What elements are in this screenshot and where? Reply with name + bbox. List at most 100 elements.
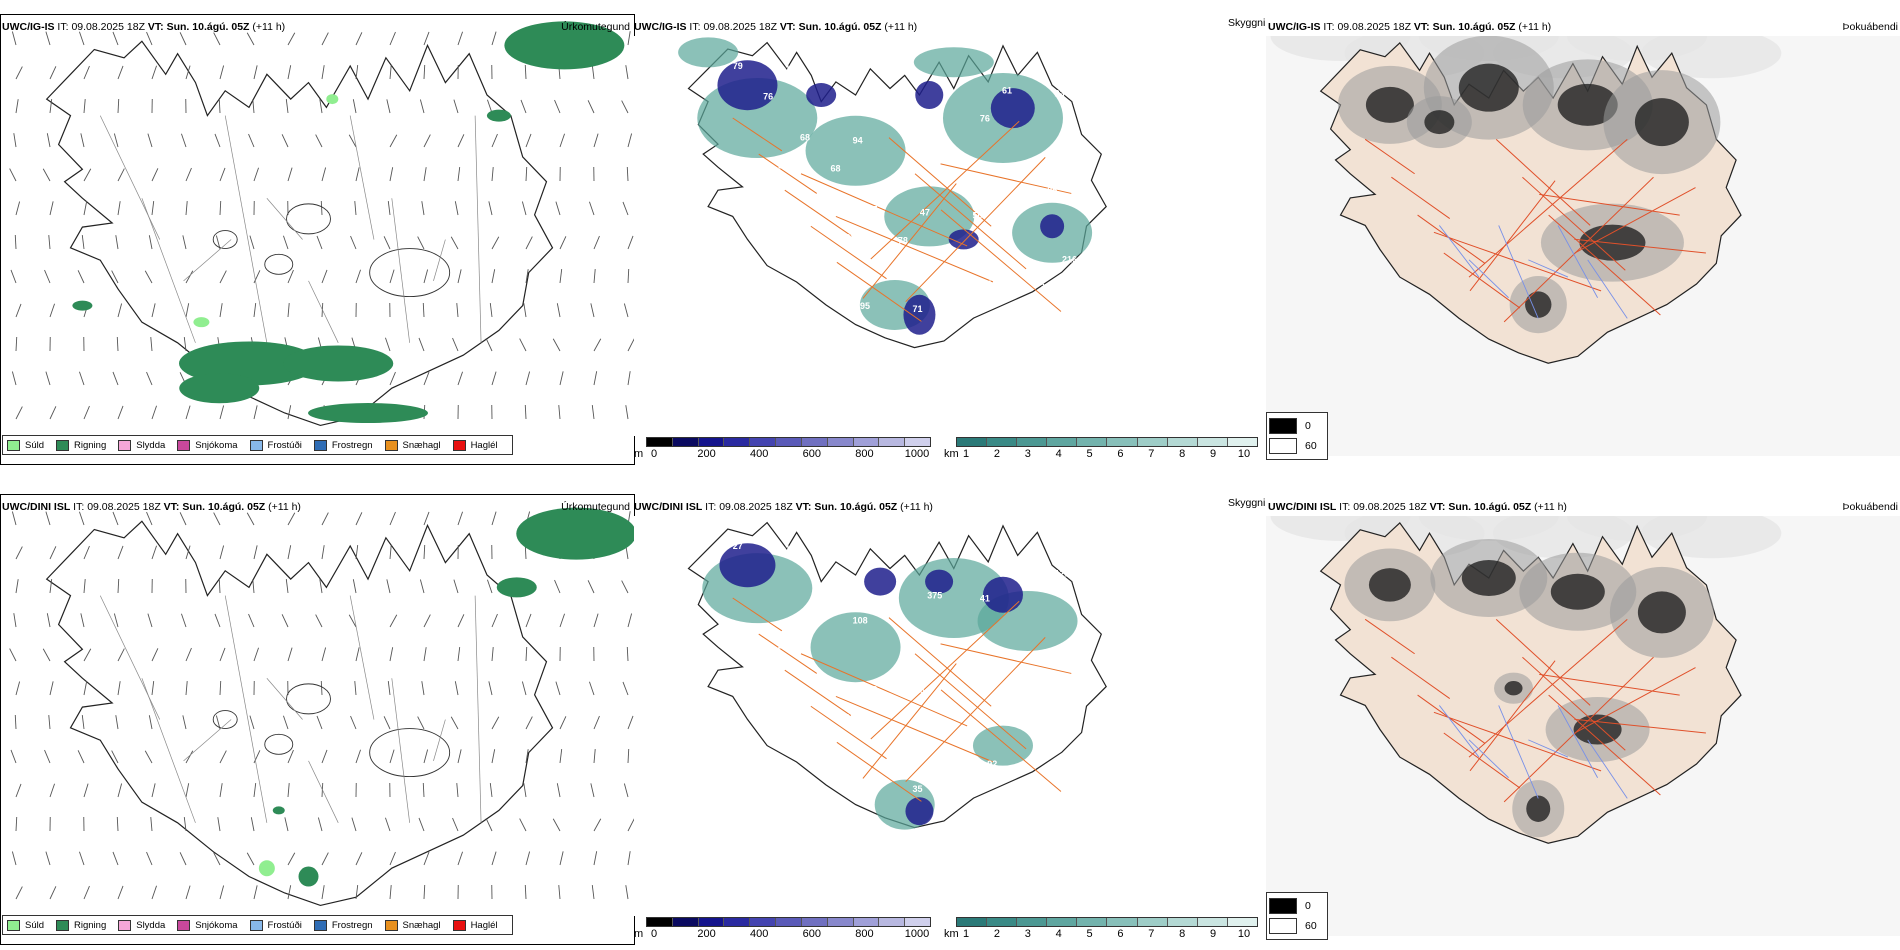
wind-barb	[10, 749, 17, 764]
road-line	[914, 173, 1027, 270]
river-line	[1498, 225, 1539, 319]
wind-barb	[219, 200, 222, 216]
wind-barb	[287, 405, 292, 420]
wind-barb	[491, 749, 496, 764]
wind-barb	[11, 851, 17, 866]
cloud-legend-item: 0	[1269, 896, 1325, 916]
fog-index-core	[1579, 224, 1646, 261]
wind-barb	[355, 545, 359, 560]
wind-barb	[591, 405, 595, 420]
wind-barb	[491, 269, 496, 284]
vt-value: Sun. 10.ágú. 05Z	[166, 21, 250, 33]
visibility-label: 101	[1002, 566, 1017, 576]
wind-barb	[45, 371, 51, 386]
visibility-label: 76	[980, 114, 990, 124]
wind-barb	[151, 168, 159, 182]
wind-barb	[558, 885, 561, 900]
wind-barb	[15, 99, 19, 114]
colorbar-unit: km	[944, 928, 959, 940]
wind-barb	[350, 715, 357, 730]
wind-barb	[80, 133, 85, 148]
it-value: 09.08.2025 18Z	[1353, 501, 1427, 513]
colorbar-tick: 3	[1024, 448, 1031, 460]
precip-panel-0: Súld Rigning Slydda Snjókoma Frostúði Frostre…	[0, 14, 635, 465]
wind-barb	[556, 783, 561, 798]
visibility-label: 208	[778, 641, 793, 651]
visibility-label: 79	[733, 61, 743, 71]
wind-barb	[117, 545, 124, 560]
wind-barb	[355, 852, 363, 866]
title-precip-0: Úrkomutegund	[561, 21, 630, 33]
fog-index-core	[1637, 591, 1686, 634]
wind-barb	[627, 268, 630, 284]
wind-barb	[525, 269, 529, 284]
colorbar-cell	[1107, 438, 1138, 446]
wind-barb	[185, 783, 190, 798]
vt-value: Sun. 10.ágú. 05Z	[798, 21, 882, 33]
visibility-map-0: 79 68 27 58 61 176 103 95 84 105 216 129 94 47 169 234 9…	[678, 37, 1107, 349]
cloudbase-area	[805, 115, 906, 186]
it-label: IT:	[689, 21, 701, 33]
wind-barb	[457, 647, 461, 662]
wind-barb	[593, 749, 596, 764]
visibility-label: 234	[1055, 89, 1070, 99]
wind-barb	[253, 303, 257, 318]
wind-barb	[593, 269, 596, 284]
legend-label: Frostúði	[267, 919, 302, 931]
legend-swatch	[118, 439, 132, 451]
wind-barb	[287, 647, 293, 662]
legend-label: Súld	[25, 919, 45, 931]
river-line	[1528, 259, 1569, 278]
legend-swatch	[118, 919, 132, 931]
road-line	[784, 669, 852, 717]
wind-barb	[49, 681, 54, 696]
wind-barb	[183, 337, 187, 352]
wind-barb	[352, 579, 357, 594]
low-visibility-area	[982, 576, 1023, 613]
colorbar-tick: 4	[1055, 928, 1062, 940]
wind-barb	[219, 303, 223, 318]
wind-barb	[215, 235, 221, 250]
wind-barb	[387, 681, 391, 696]
wind-barb	[49, 783, 55, 798]
wind-barb	[77, 270, 85, 284]
wind-barb	[287, 269, 294, 284]
precip-legend-1: Súld Rigning Slydda Snjókoma Frostúði Frostre…	[2, 915, 513, 935]
it-label: IT:	[73, 501, 85, 513]
fog-index-core	[1525, 291, 1552, 318]
wind-barb	[491, 371, 497, 386]
legend-swatch	[249, 439, 263, 451]
wind-barb	[627, 613, 633, 628]
legend-label: Frostúði	[267, 439, 302, 451]
visibility-label: 88	[965, 307, 975, 317]
colorbar-tick: 2	[993, 928, 1000, 940]
road-line	[141, 678, 196, 823]
rain-area	[298, 866, 319, 887]
wind-barb	[457, 749, 462, 764]
wind-barb	[117, 405, 124, 420]
wind-barb	[558, 405, 561, 420]
wind-barb	[148, 715, 153, 730]
wind-barb	[80, 613, 85, 628]
wind-barb	[587, 100, 595, 114]
wind-barb	[287, 303, 290, 318]
drizzle-area	[258, 860, 275, 877]
precip-legend-item: Frostregn	[313, 439, 373, 451]
fog-index-core	[1557, 83, 1618, 126]
road-line	[349, 115, 375, 240]
wind-barb	[319, 99, 323, 114]
wind-barb	[77, 750, 85, 764]
colorbar-tick: 0	[650, 928, 658, 940]
title-cloud-1: Þokuábendi	[1842, 501, 1898, 513]
precip-legend-0: Súld Rigning Slydda Snjókoma Frostúði Frostre…	[2, 435, 513, 455]
road-line	[800, 653, 968, 727]
wind-barb	[355, 32, 363, 46]
wind-barb	[627, 31, 631, 46]
legend-swatch	[56, 919, 70, 931]
wind-barb	[49, 886, 57, 900]
wind-barb	[315, 134, 323, 148]
cloud-legend-1: 0 60	[1266, 892, 1328, 940]
precip-map-0	[9, 21, 634, 427]
road-line	[732, 117, 783, 152]
model-name: UWC/IG-IS	[1268, 21, 1321, 33]
